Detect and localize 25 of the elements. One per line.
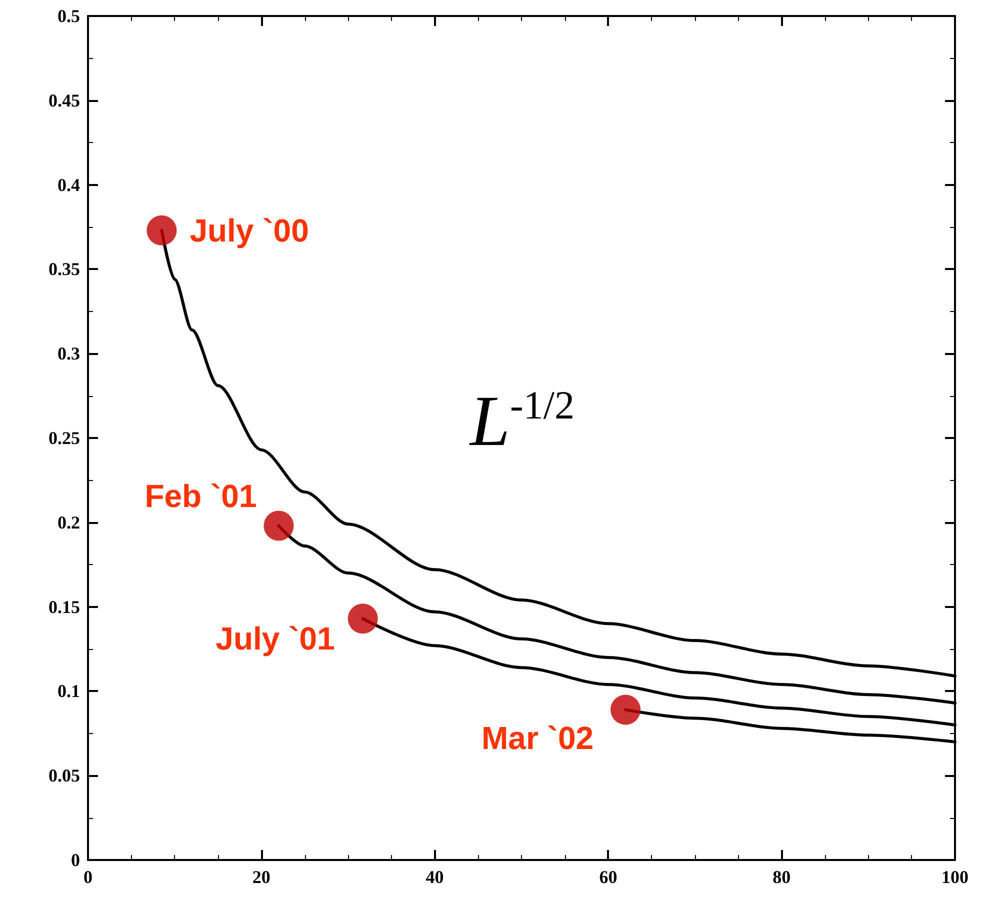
annotation: Feb `01: [144, 478, 257, 514]
y-tick-label: 0.15: [48, 596, 80, 617]
x-tick-label: 80: [772, 867, 791, 887]
y-tick-label: 0.05: [48, 766, 80, 786]
annotation: Mar `02: [481, 720, 594, 756]
x-tick-label: 60: [599, 867, 618, 887]
y-tick-label: 0.5: [58, 6, 80, 26]
point: [146, 215, 177, 246]
point: [610, 694, 641, 725]
x-tick-label: 0: [84, 867, 92, 887]
y-tick-label: 0.4: [58, 174, 80, 195]
y-tick-label: 0.2: [58, 512, 80, 532]
y-tick-label: 0: [71, 850, 80, 870]
x-tick-label: 40: [426, 867, 444, 887]
x-tick-label: 100: [942, 867, 968, 887]
y-tick-label: 0.3: [58, 344, 80, 364]
y-tick-label: 0.35: [48, 259, 80, 280]
y-tick-label: 0.1: [58, 681, 80, 702]
point: [348, 604, 378, 634]
annotation: July `01: [216, 620, 335, 657]
y-tick-label: 0.45: [48, 90, 80, 110]
y-tick-label: 0.25: [48, 428, 80, 448]
annotation: July `00: [190, 212, 309, 248]
x-tick-label: 20: [252, 867, 270, 887]
point: [264, 510, 294, 541]
